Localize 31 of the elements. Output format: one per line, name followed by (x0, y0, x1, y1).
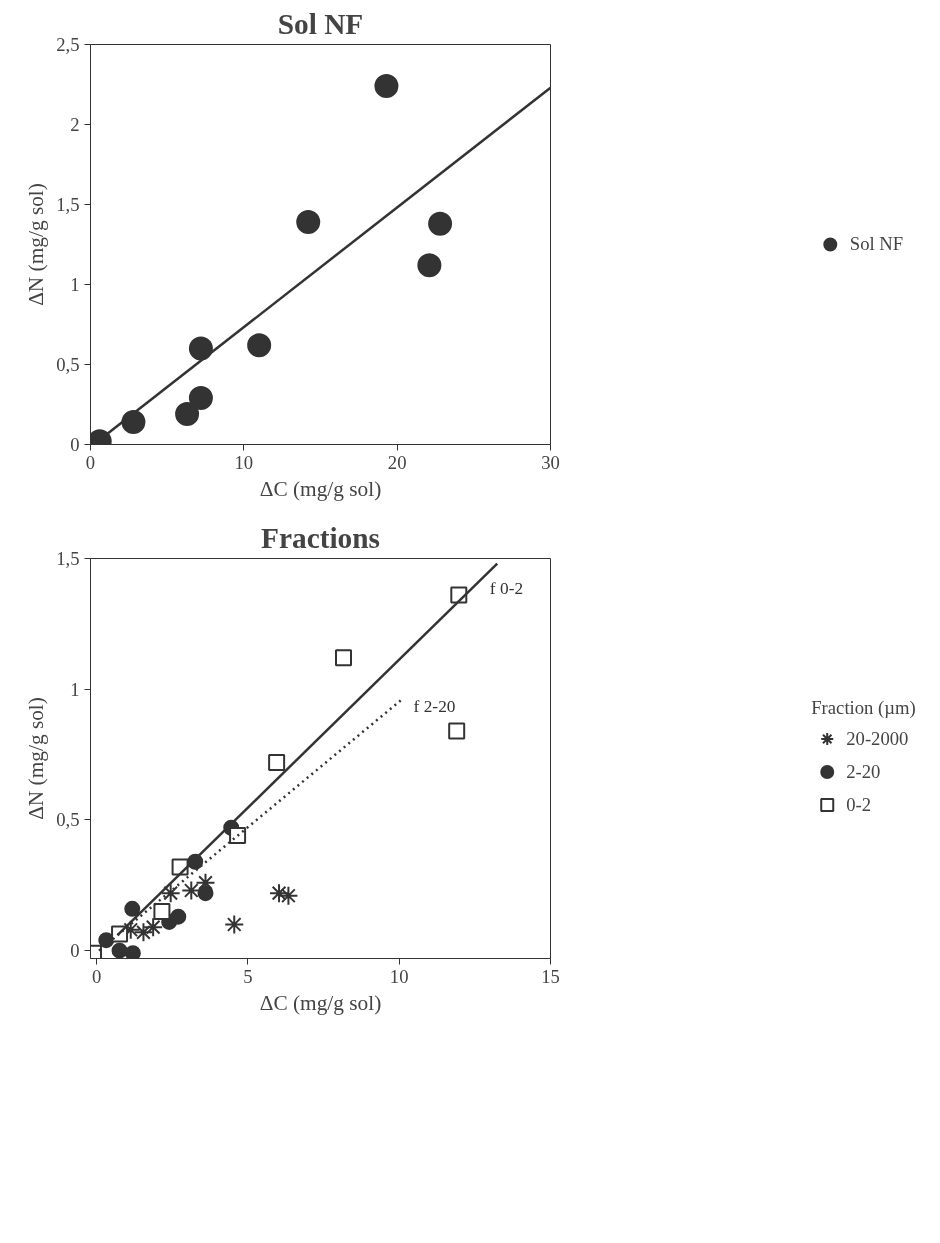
x-tick-label: 5 (243, 965, 253, 987)
y-tick-label: 0 (70, 434, 80, 455)
y-tick-label: 0 (70, 940, 80, 962)
legend-label: 20-2000 (846, 727, 909, 750)
x-tick-label: 10 (234, 451, 254, 473)
y-tick-label: 0,5 (56, 354, 80, 375)
legend-title: Fraction (µm) (811, 696, 916, 719)
y-tick-label: 1,5 (56, 194, 80, 215)
y-axis-title: ΔN (mg/g sol) (24, 183, 49, 306)
x-axis-title: ΔC (mg/g sol) (259, 476, 382, 501)
legend-label: 0-2 (846, 793, 872, 816)
annotation: f 0-2 (489, 579, 524, 599)
y-tick-label: 2,5 (56, 34, 80, 55)
x-tick-label: 20 (387, 451, 407, 473)
y-tick-label: 1 (70, 678, 80, 700)
chart-title: Sol NF (277, 7, 364, 40)
legend-label: 2-20 (846, 760, 881, 783)
y-tick-label: 1,5 (56, 548, 80, 569)
x-tick-label: 30 (541, 451, 560, 473)
chart-title: Fractions (261, 521, 380, 554)
x-axis-title: ΔC (mg/g sol) (259, 990, 382, 1015)
y-tick-label: 2 (70, 114, 80, 135)
y-tick-label: 1 (70, 274, 80, 295)
legend-label: Sol NF (849, 233, 904, 255)
x-tick-label: 15 (541, 965, 560, 987)
y-axis-title: ΔN (mg/g sol) (24, 697, 49, 820)
annotation: f 2-20 (413, 696, 456, 716)
x-tick-label: 10 (389, 965, 409, 987)
x-tick-label: 0 (91, 965, 102, 987)
x-tick-label: 0 (85, 451, 96, 473)
y-tick-label: 0,5 (56, 809, 80, 831)
